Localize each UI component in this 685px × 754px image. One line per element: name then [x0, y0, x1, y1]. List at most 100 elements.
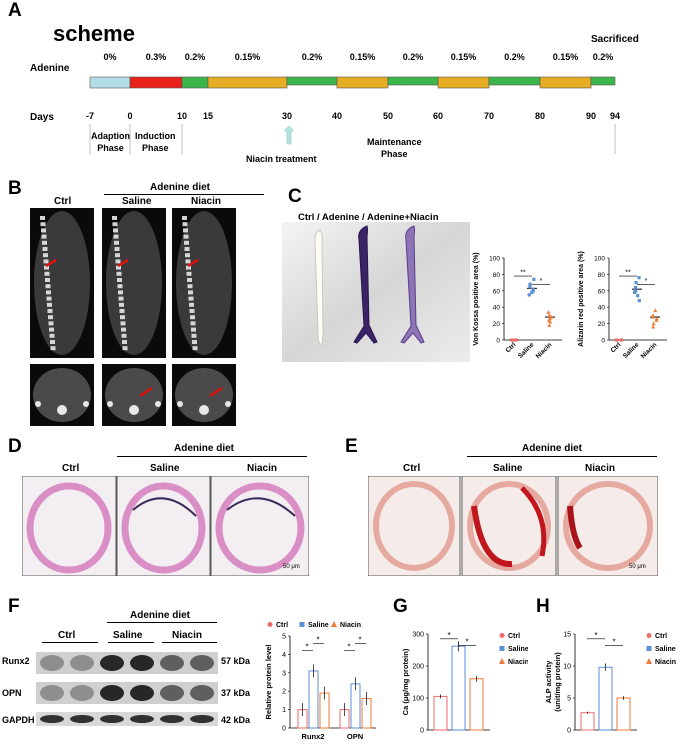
x-tick-label: OPN: [347, 732, 363, 741]
f-saline-line: [108, 642, 154, 643]
x-tick-label: Runx2: [302, 732, 325, 741]
data-point: [653, 308, 657, 312]
bar: [470, 679, 483, 730]
y-tick-label: 100: [412, 696, 424, 703]
y-tick-label: 0: [567, 728, 571, 735]
dose-label: 0.2%: [302, 52, 323, 62]
data-point: [636, 294, 639, 297]
blot-band: [70, 715, 94, 723]
f-group-saline: Saline: [113, 630, 142, 641]
x-tick-label: Ctrl: [610, 341, 623, 354]
bar: [309, 671, 318, 728]
y-tick-label: 0: [601, 338, 605, 345]
day-tick: 30: [282, 111, 292, 121]
day-tick: 60: [433, 111, 443, 121]
dose-label: 0.2%: [504, 52, 525, 62]
e-header: Adenine diet: [522, 443, 582, 454]
data-point: [652, 322, 656, 326]
data-point: [615, 338, 618, 341]
x-tick-label: Ctrl: [505, 341, 518, 354]
aorta-photo: [282, 222, 470, 362]
day-tick: 94: [610, 111, 620, 121]
legend-marker: [499, 658, 505, 664]
panel-letter-f: F: [8, 596, 20, 618]
y-axis-label: ALP activity: [545, 660, 553, 704]
y-tick-label: 15: [563, 632, 571, 639]
legend-marker: [647, 633, 652, 638]
legend-marker: [268, 622, 273, 627]
sig-label: *: [305, 643, 308, 652]
d-label-niacin: Niacin: [247, 463, 277, 474]
x-tick-label: Saline: [517, 341, 536, 360]
y-axis-label: Ca (μg/mg protein): [401, 648, 410, 715]
timeline-segment: [540, 77, 591, 88]
blot-band: [130, 715, 154, 723]
blot-band: [40, 715, 64, 723]
blot-band: [70, 655, 94, 671]
data-point: [546, 310, 550, 314]
legend-label: Niacin: [340, 622, 361, 629]
blot-band: [100, 655, 124, 671]
y-tick-label: 4: [282, 652, 286, 659]
day-tick: 70: [484, 111, 494, 121]
blot-band: [190, 655, 214, 671]
blot-band: [160, 685, 184, 701]
legend-label: Saline: [308, 622, 329, 629]
x-tick-label: Niacin: [640, 341, 659, 360]
e-label-saline: Saline: [493, 463, 522, 474]
y-tick-label: 100: [489, 256, 500, 263]
sig-label: *: [612, 638, 615, 647]
ct-sagittal: [172, 208, 236, 358]
legend-marker: [500, 633, 505, 638]
y-tick-label: 100: [594, 256, 605, 263]
sig-label: **: [520, 270, 526, 277]
f-header-line: [107, 622, 217, 623]
data-point: [547, 313, 551, 317]
timeline-segment: [337, 77, 388, 88]
phase-maintenance: Maintenance Phase: [367, 136, 422, 160]
d-label-saline: Saline: [150, 463, 179, 474]
c-chart-alizarin: 0 20 40 60 80 100 Alizarin red positive area (…: [575, 244, 675, 362]
timeline-segment: [438, 77, 489, 88]
data-point: [638, 299, 641, 302]
f-kda-gapdh: 42 kDa: [221, 715, 250, 725]
legend-label: Ctrl: [276, 622, 288, 629]
blot-band: [70, 685, 94, 701]
legend-label: Ctrl: [508, 633, 520, 640]
e-header-line: [467, 456, 657, 457]
y-axis-label: Alizarin red positive area (%): [578, 251, 585, 347]
f-chart: Ctrl Saline Niacin012345Relative protein l…: [262, 614, 382, 754]
bar: [434, 696, 447, 730]
y-tick-label: 2: [282, 689, 286, 696]
bar: [581, 713, 594, 730]
timeline-segment: [489, 77, 540, 85]
f-row-opn: OPN: [2, 688, 22, 698]
g-chart: 0100200300Ca (μg/mg protein)**CtrlSaline…: [398, 624, 528, 754]
blot-band: [40, 685, 64, 701]
e-scale-label: 50 μm: [629, 564, 646, 570]
alizarin-image: [558, 476, 658, 576]
dose-label: 0.2%: [593, 52, 614, 62]
h-chart: 051015ALP activity (unit/mg protein)**Ctr…: [545, 624, 685, 754]
e-label-ctrl: Ctrl: [403, 463, 420, 474]
y-tick-label: 60: [598, 288, 606, 295]
phase-maintenance-l2: Phase: [381, 149, 408, 159]
dose-label: 0.15%: [553, 52, 579, 62]
legend-label: Saline: [655, 646, 676, 653]
y-tick-label: 300: [412, 632, 424, 639]
sig-label: *: [347, 643, 350, 652]
data-point: [634, 286, 637, 289]
bar: [599, 667, 612, 730]
he-image: [211, 476, 309, 576]
d-label-ctrl: Ctrl: [62, 463, 79, 474]
y-tick-label: 200: [412, 664, 424, 671]
day-tick: 90: [586, 111, 596, 121]
y-tick-label: 80: [493, 272, 501, 279]
y-axis-label: Relative protein level: [264, 644, 273, 719]
legend-marker: [647, 646, 652, 651]
blot-band: [160, 655, 184, 671]
panel-letter-e: E: [345, 436, 358, 458]
y-tick-label: 20: [493, 321, 501, 328]
sig-label: *: [447, 631, 450, 640]
d-scale-label: 50 μm: [283, 564, 300, 570]
